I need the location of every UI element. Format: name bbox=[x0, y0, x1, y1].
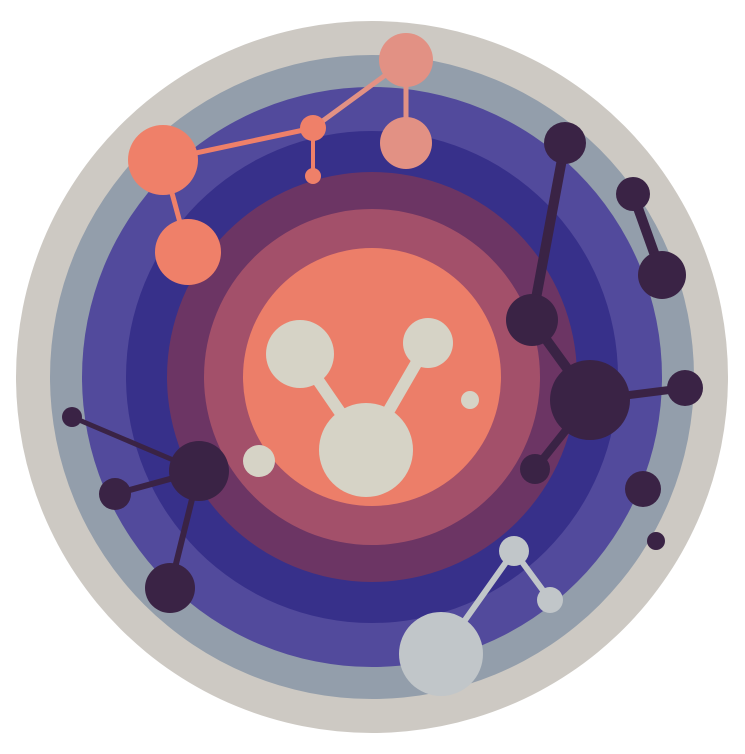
dark-atom bbox=[638, 251, 686, 299]
core-atom bbox=[403, 318, 453, 368]
silver-atom bbox=[499, 536, 529, 566]
core-atom bbox=[319, 403, 413, 497]
core-molecule bbox=[243, 318, 479, 497]
dark-atom bbox=[550, 360, 630, 440]
salmon-atom bbox=[155, 219, 221, 285]
core-atom bbox=[243, 445, 275, 477]
dark-atom bbox=[625, 471, 661, 507]
pink-atom bbox=[379, 33, 433, 87]
dark-atom bbox=[544, 122, 586, 164]
dark-atom bbox=[506, 294, 558, 346]
dark-atom bbox=[62, 407, 82, 427]
silver-molecule-bottom bbox=[399, 536, 563, 696]
salmon-atom bbox=[128, 125, 198, 195]
dark-atom bbox=[647, 532, 665, 550]
dark-atom bbox=[99, 478, 131, 510]
dark-molecule-right bbox=[506, 122, 703, 550]
core-atom bbox=[266, 320, 334, 388]
silver-atom bbox=[399, 612, 483, 696]
salmon-atom bbox=[305, 168, 321, 184]
core-disc bbox=[243, 248, 501, 506]
core-atom bbox=[461, 391, 479, 409]
dark-atom bbox=[145, 563, 195, 613]
dark-atom bbox=[667, 370, 703, 406]
dark-atom bbox=[616, 177, 650, 211]
salmon-molecule-top-left bbox=[128, 33, 433, 285]
silver-atom bbox=[537, 587, 563, 613]
dark-bond bbox=[527, 138, 570, 325]
dark-molecule-left bbox=[62, 407, 229, 613]
pink-atom bbox=[380, 117, 432, 169]
salmon-atom bbox=[300, 115, 326, 141]
dark-atom bbox=[520, 454, 550, 484]
dark-atom bbox=[169, 441, 229, 501]
